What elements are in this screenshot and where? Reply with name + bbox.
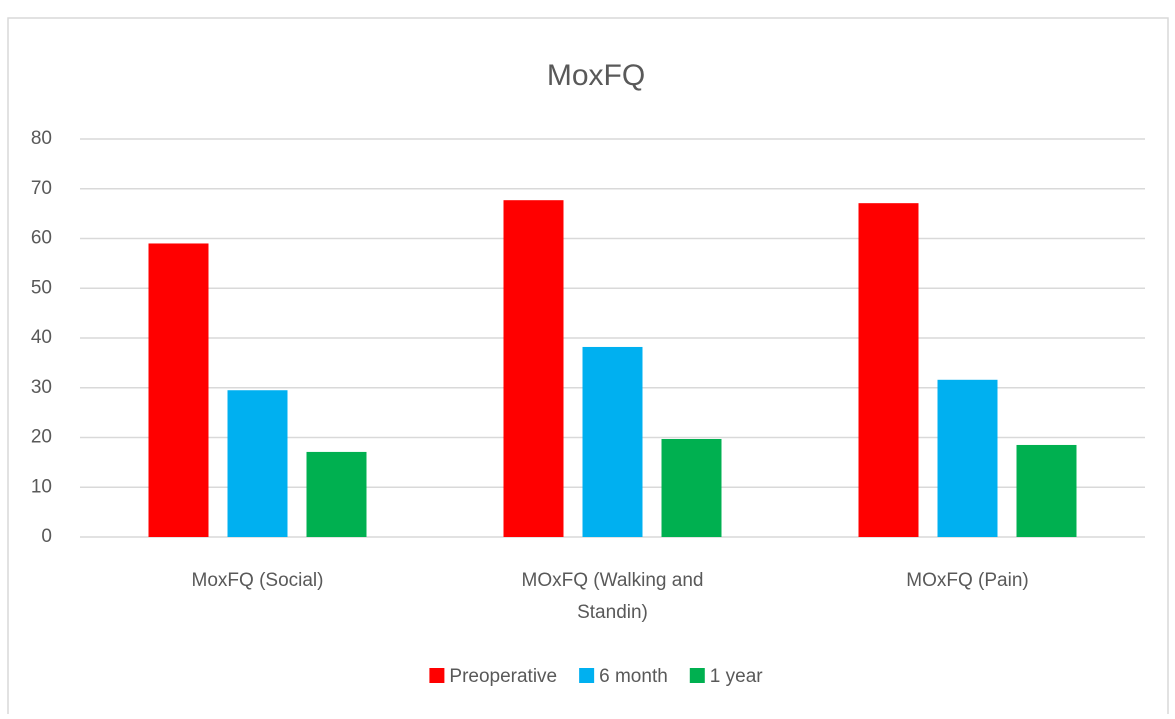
y-tick-label: 20 <box>31 427 52 448</box>
bar <box>661 438 722 537</box>
legend: Preoperative 6 month 1 year <box>429 666 763 687</box>
x-tick-label: MOxFQ (Pain) <box>906 570 1028 591</box>
y-tick-label: 0 <box>41 526 52 547</box>
legend-label: Preoperative <box>449 666 557 687</box>
x-tick-label-line: Standin) <box>577 602 648 623</box>
legend-swatch <box>429 668 445 683</box>
legend-swatch <box>579 668 595 683</box>
legend-label: 6 month <box>599 666 668 687</box>
bar <box>1016 444 1077 537</box>
y-tick-label: 30 <box>31 377 52 398</box>
x-tick-label: MoxFQ (Social) <box>192 570 324 591</box>
bar <box>148 243 209 537</box>
bar <box>858 203 919 538</box>
x-tick-label-line: MOxFQ (Walking and <box>522 570 704 591</box>
y-tick-label: 60 <box>31 228 52 249</box>
x-tick-label: MOxFQ (Walking and Standin) <box>522 570 704 623</box>
chart-title: MoxFQ <box>547 59 645 92</box>
y-tick-label: 40 <box>31 327 52 348</box>
bar <box>937 379 998 537</box>
legend-label: 1 year <box>710 666 763 687</box>
y-tick-label: 80 <box>31 128 52 149</box>
y-tick-label: 70 <box>31 178 52 199</box>
bar <box>306 451 367 537</box>
bar <box>582 346 643 537</box>
bar <box>227 390 288 537</box>
legend-swatch <box>689 668 705 683</box>
y-tick-label: 10 <box>31 476 52 497</box>
y-tick-label: 50 <box>31 277 52 298</box>
bar <box>503 200 564 537</box>
